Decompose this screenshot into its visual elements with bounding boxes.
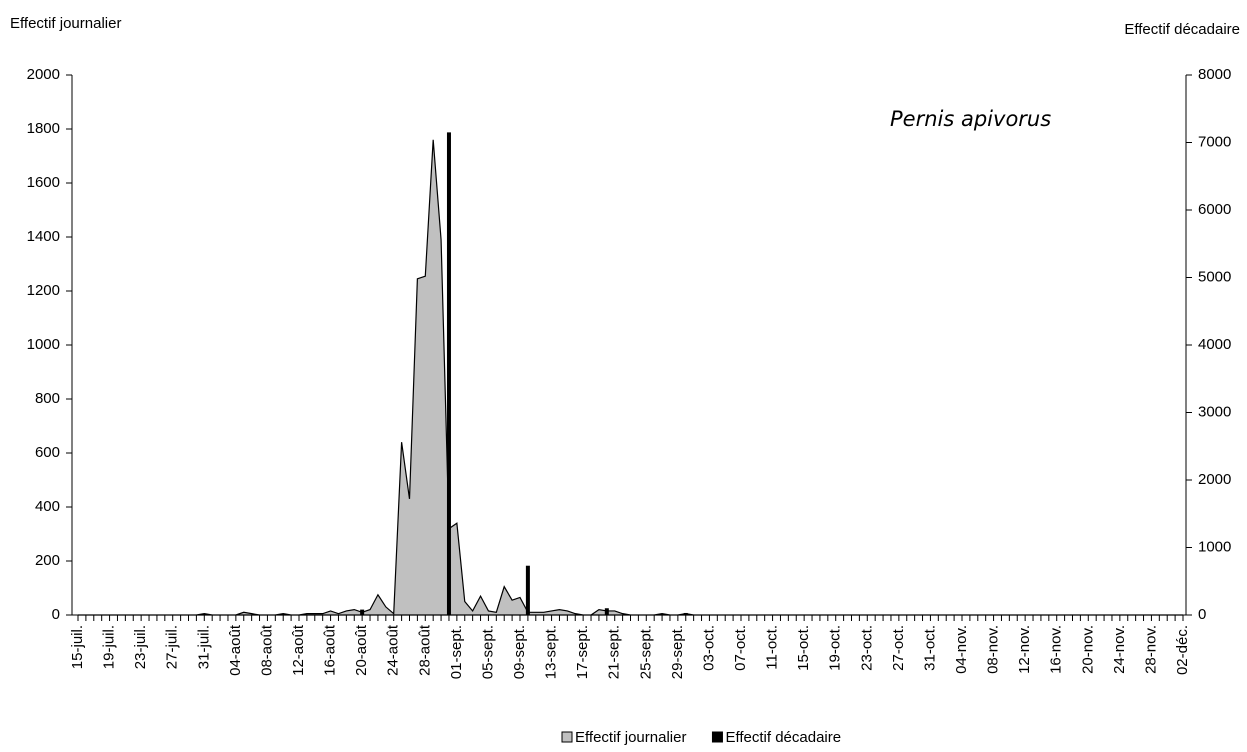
x-tick-label: 09-sept. — [511, 625, 528, 679]
x-tick-label: 27-juil. — [164, 625, 181, 669]
bar — [683, 612, 688, 615]
y-axis-title: Effectif journalier — [10, 15, 121, 32]
y-tick-label: 400 — [35, 498, 60, 515]
y-tick-label: 2000 — [27, 66, 60, 83]
y-tick-label: 1400 — [27, 228, 60, 245]
x-tick-label: 08-nov. — [985, 625, 1002, 674]
x-tick-label: 20-août — [353, 624, 370, 676]
y-tick-label: 1000 — [27, 336, 60, 353]
x-tick-label: 29-sept. — [669, 625, 686, 679]
x-tick-label: 24-août — [385, 624, 402, 676]
y-tick-label: 600 — [35, 444, 60, 461]
x-tick-label: 13-sept. — [543, 625, 560, 679]
x-tick-label: 17-sept. — [574, 625, 591, 679]
legend-label: Effectif décadaire — [725, 729, 841, 746]
y2-tick-label: 4000 — [1198, 336, 1231, 353]
y2-tick-label: 5000 — [1198, 268, 1231, 285]
y2-axis-title: Effectif décadaire — [1124, 21, 1240, 38]
bar — [281, 614, 286, 615]
y2-tick-label: 1000 — [1198, 538, 1231, 555]
x-tick-label: 16-août — [322, 624, 339, 676]
x-tick-label: 01-sept. — [448, 625, 465, 679]
y-tick-label: 200 — [35, 552, 60, 569]
x-tick-label: 28-août — [416, 624, 433, 676]
bar — [604, 608, 609, 615]
bar — [525, 565, 530, 615]
x-tick-label: 08-août — [258, 624, 275, 676]
y2-tick-label: 8000 — [1198, 66, 1231, 83]
bar — [202, 613, 207, 615]
y2-tick-label: 7000 — [1198, 133, 1231, 150]
x-tick-label: 05-sept. — [479, 625, 496, 679]
y2-tick-label: 3000 — [1198, 403, 1231, 420]
y-tick-label: 1800 — [27, 120, 60, 137]
x-tick-label: 07-oct. — [732, 625, 749, 671]
annotation: Pernis apivorus — [890, 107, 1051, 131]
area — [78, 139, 1183, 616]
x-tick-label: 12-août — [290, 624, 307, 676]
y2-tick-label: 6000 — [1198, 201, 1231, 218]
x-tick-label: 23-juil. — [132, 625, 149, 669]
x-tick-label: 24-nov. — [1111, 625, 1128, 674]
x-tick-label: 15-oct. — [795, 625, 812, 671]
x-tick-label: 16-nov. — [1048, 625, 1065, 674]
x-tick-label: 02-déc. — [1174, 625, 1191, 675]
bar — [446, 132, 451, 615]
y-tick-label: 1200 — [27, 282, 60, 299]
x-tick-label: 11-oct. — [764, 625, 781, 670]
x-tick-label: 19-oct. — [827, 625, 844, 671]
x-tick-label: 31-juil. — [195, 625, 212, 669]
legend-label: Effectif journalier — [575, 729, 686, 746]
y-tick-label: 1600 — [27, 174, 60, 191]
x-tick-label: 15-juil. — [69, 625, 86, 669]
x-tick-label: 21-sept. — [606, 625, 623, 679]
x-tick-label: 04-nov. — [953, 625, 970, 674]
x-tick-label: 23-oct. — [858, 625, 875, 671]
y-tick-label: 0 — [52, 606, 60, 623]
bar — [360, 609, 365, 615]
x-tick-label: 28-nov. — [1142, 625, 1159, 674]
legend-swatch — [561, 731, 573, 743]
x-tick-label: 31-oct. — [921, 625, 938, 671]
x-tick-label: 12-nov. — [1016, 625, 1033, 674]
x-tick-label: 27-oct. — [890, 625, 907, 671]
x-tick-label: 19-juil. — [101, 625, 118, 669]
x-tick-label: 25-sept. — [637, 625, 654, 679]
x-tick-label: 03-oct. — [700, 625, 717, 671]
x-tick-label: 20-nov. — [1079, 625, 1096, 674]
legend-swatch — [711, 731, 723, 743]
y-tick-label: 800 — [35, 390, 60, 407]
y2-tick-label: 0 — [1198, 606, 1206, 623]
y2-tick-label: 2000 — [1198, 471, 1231, 488]
x-tick-label: 04-août — [227, 624, 244, 676]
